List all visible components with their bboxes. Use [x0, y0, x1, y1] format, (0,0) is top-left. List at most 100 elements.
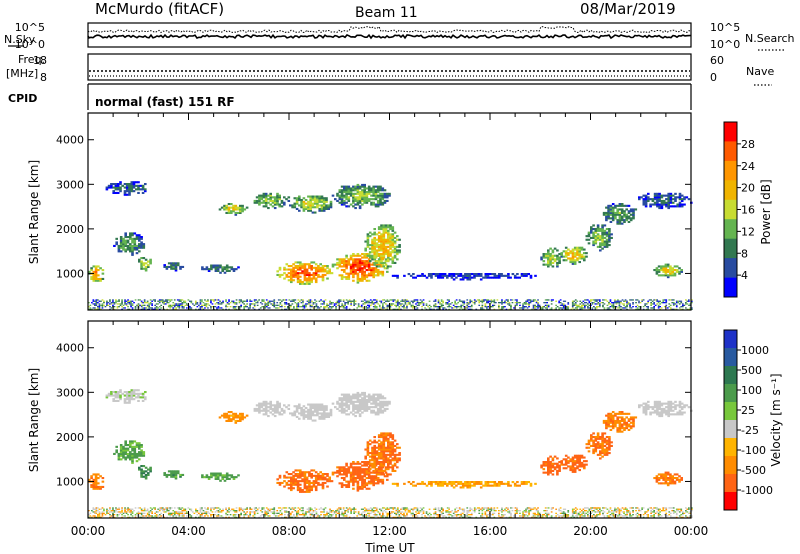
power-ground-cell: [650, 299, 652, 301]
power-cell: [133, 246, 137, 249]
power-ground-cell: [238, 307, 241, 309]
power-ground-cell: [155, 307, 158, 309]
velocity-cell: [391, 434, 395, 437]
power-cell: [466, 278, 469, 281]
power-cell: [387, 226, 390, 229]
power-cell: [264, 205, 268, 208]
power-ground-cell: [291, 300, 294, 302]
power-cell: [549, 258, 552, 261]
power-cell: [294, 273, 298, 276]
velocity-cell: [379, 478, 382, 481]
power-ground-cell: [214, 306, 217, 308]
power-cell: [656, 194, 659, 197]
power-ground-cell: [273, 303, 276, 305]
velocity-cell: [547, 462, 550, 465]
power-ground-cell: [487, 306, 490, 308]
velocity-cell: [170, 473, 173, 476]
power-cell: [522, 274, 526, 277]
power-cell: [608, 236, 611, 239]
power-ground-cell: [481, 308, 484, 310]
power-cell: [119, 239, 123, 242]
power-cell: [376, 189, 380, 192]
power-cell: [317, 273, 320, 276]
power-ground-cell: [588, 307, 591, 309]
power-ground-cell: [128, 300, 131, 302]
power-cell: [384, 249, 388, 252]
power-cell: [616, 211, 619, 214]
power-ground-cell: [574, 302, 577, 304]
velocity-cell: [352, 397, 355, 400]
power-ground-cell: [480, 308, 482, 310]
velocity-cell: [382, 441, 386, 444]
power-cell: [665, 201, 668, 204]
velocity-cell: [292, 480, 295, 483]
velocity-cell: [601, 455, 604, 458]
power-ground-cell: [371, 303, 374, 305]
power-cell: [486, 276, 490, 279]
velocity-cell: [379, 404, 382, 407]
power-cell: [285, 198, 288, 201]
velocity-cell: [583, 467, 586, 470]
power-cell: [601, 224, 604, 227]
power-ground-cell: [300, 302, 303, 304]
power-ground-cell: [148, 303, 150, 305]
power-cell: [511, 273, 515, 276]
power-cell: [142, 267, 146, 270]
power-ground-cell: [388, 304, 390, 306]
power-ground-cell: [460, 306, 463, 308]
power-cell: [313, 199, 317, 202]
power-cell: [138, 246, 141, 249]
velocity-cell: [382, 469, 386, 472]
velocity-cell: [576, 454, 579, 457]
velocity-cell: [239, 419, 242, 422]
power-ground-cell: [660, 307, 663, 309]
power-cell: [325, 200, 328, 203]
power-cell: [97, 274, 100, 277]
freq-panel: Freq. [MHz] 18 8 60 0 Nave: [6, 53, 774, 86]
power-ground-cell: [110, 303, 113, 305]
velocity-cell: [283, 411, 286, 414]
power-ground-cell: [189, 300, 191, 302]
power-ground-cell: [501, 302, 503, 304]
power-ground-cell: [522, 308, 524, 310]
velocity-cell: [376, 409, 380, 412]
power-cell: [371, 258, 374, 261]
power-cell: [363, 276, 366, 279]
power-ground-cell: [142, 307, 144, 309]
power-cell: [312, 261, 316, 264]
power-cell: [131, 252, 134, 255]
power-ground-cell: [571, 302, 574, 304]
velocity-cell: [382, 446, 386, 449]
power-ground-cell: [547, 304, 550, 306]
power-ground-cell: [654, 304, 657, 306]
power-cell: [349, 270, 353, 273]
velocity-cell: [123, 398, 127, 401]
power-cell: [603, 233, 607, 236]
power-ground-cell: [235, 302, 238, 304]
power-cell: [377, 249, 381, 252]
power-cell: [343, 199, 346, 202]
power-cell: [393, 261, 397, 264]
power-ground-cell: [305, 303, 307, 305]
power-ground-cell: [526, 303, 529, 305]
power-ground-cell: [567, 308, 570, 310]
power-ground-cell: [505, 299, 508, 301]
power-cell: [358, 205, 362, 208]
power-cell: [671, 198, 675, 201]
power-cell: [340, 189, 344, 192]
power-cell: [379, 203, 382, 206]
power-cell: [326, 277, 329, 280]
power-cell: [225, 206, 228, 209]
power-cell: [343, 258, 346, 261]
power-cell: [347, 272, 351, 275]
power-ground-cell: [284, 299, 286, 301]
velocity-cell: [131, 461, 134, 464]
power-cell: [232, 208, 235, 211]
power-cell: [283, 201, 286, 204]
power-cell: [287, 199, 291, 202]
power-cell: [569, 259, 572, 262]
velocity-cell: [377, 466, 381, 469]
power-cell: [534, 274, 537, 277]
velocity-cell: [174, 473, 178, 476]
power-cell: [363, 253, 366, 256]
